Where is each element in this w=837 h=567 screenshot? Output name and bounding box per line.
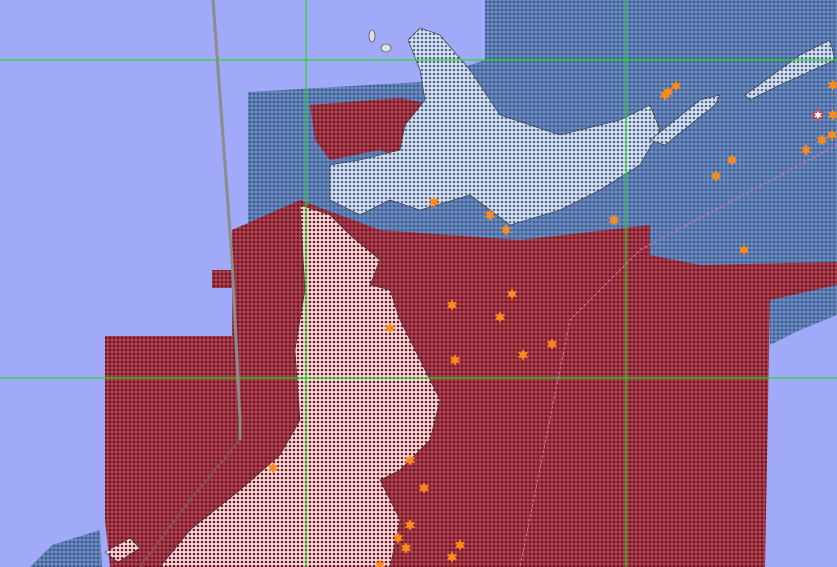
event-markers: [267, 79, 837, 567]
small-island: [380, 43, 392, 53]
star-icon[interactable]: [710, 170, 722, 182]
star-icon[interactable]: [446, 551, 458, 563]
kuril-islands: [649, 94, 721, 146]
star-icon[interactable]: [374, 559, 386, 567]
star-icon[interactable]: [800, 144, 812, 156]
main-island: [159, 204, 441, 567]
track-lines: [139, 0, 837, 567]
star-icon[interactable]: [506, 288, 518, 300]
star-icon[interactable]: [670, 80, 682, 92]
land: [104, 27, 836, 567]
star-icon[interactable]: [484, 209, 496, 221]
small-island: [368, 29, 376, 43]
star-icon[interactable]: [659, 89, 671, 101]
star-icon[interactable]: [392, 532, 404, 544]
star-icon[interactable]: [738, 244, 750, 256]
track-line: [211, 0, 242, 440]
star-icon[interactable]: [400, 542, 412, 554]
southwest-island: [104, 537, 141, 563]
star-icon[interactable]: [454, 539, 466, 551]
northern-island: [329, 27, 661, 226]
star-icon[interactable]: [517, 349, 529, 361]
star-icon[interactable]: [814, 110, 822, 120]
star-icon[interactable]: [827, 109, 837, 121]
pink-track: [519, 144, 837, 567]
star-icon[interactable]: [449, 354, 461, 366]
star-icon[interactable]: [446, 299, 458, 311]
star-icon[interactable]: [826, 129, 837, 141]
star-icon[interactable]: [816, 134, 828, 146]
star-icon[interactable]: [662, 86, 674, 98]
star-icon[interactable]: [418, 482, 430, 494]
star-icon[interactable]: [608, 214, 620, 226]
star-icon[interactable]: [428, 196, 440, 208]
star-icon[interactable]: [726, 154, 738, 166]
star-icon[interactable]: [827, 79, 837, 91]
star-icon[interactable]: [384, 322, 396, 334]
star-icon[interactable]: [404, 454, 416, 466]
star-icon[interactable]: [267, 462, 279, 474]
star-icon[interactable]: [404, 519, 416, 531]
star-icon[interactable]: [494, 311, 506, 323]
star-icon[interactable]: [500, 224, 512, 236]
star-icon[interactable]: [546, 338, 558, 350]
track-line-faint: [139, 439, 241, 567]
